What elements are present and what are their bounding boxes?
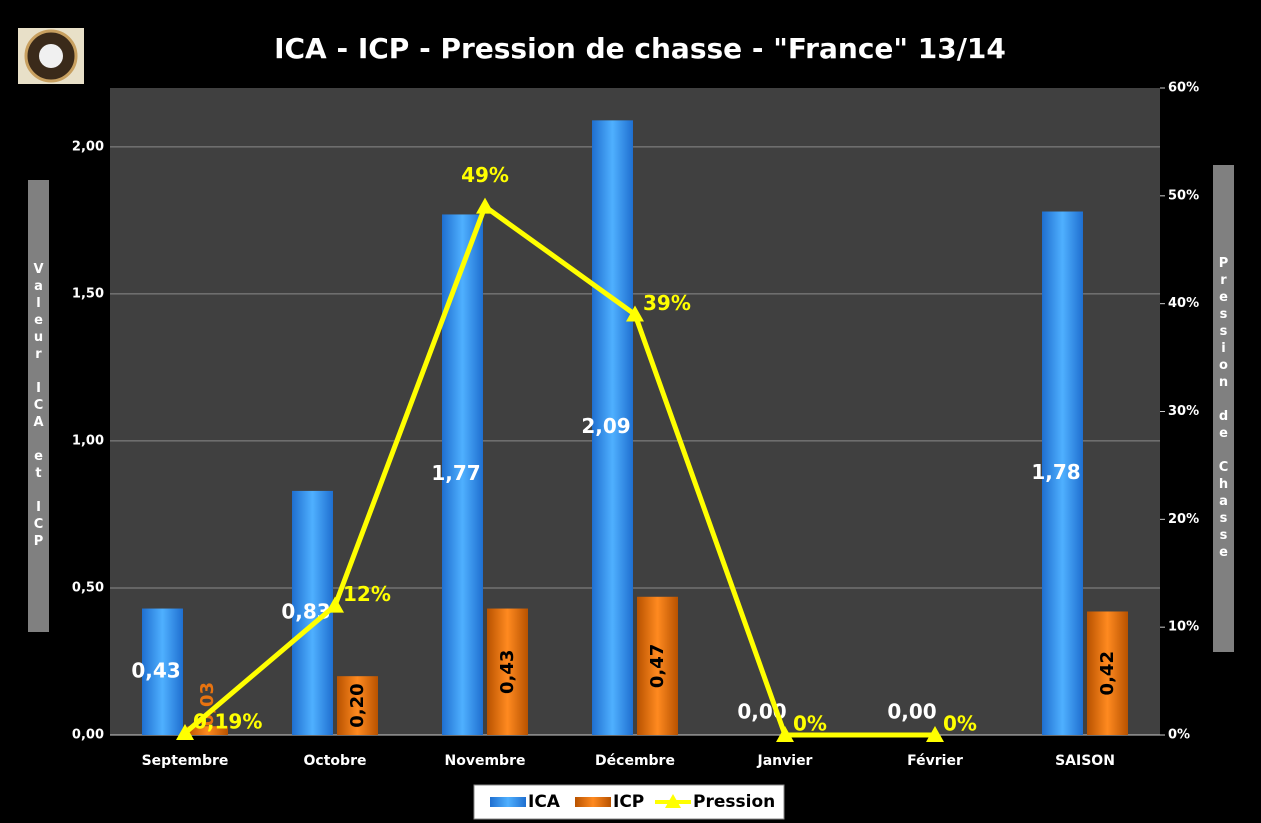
marker <box>476 197 494 214</box>
x-tick-label: Septembre <box>142 753 229 769</box>
x-tick-label: Février <box>907 753 963 769</box>
y-tick-label: 2,00 <box>72 139 104 154</box>
chart-title: ICA - ICP - Pression de chasse - "France… <box>274 32 1006 65</box>
bar <box>1087 611 1128 735</box>
legend-label: Pression <box>693 792 775 812</box>
bar <box>1042 211 1083 735</box>
data-label: 2,09 <box>581 414 630 438</box>
legend-swatch <box>665 794 681 808</box>
marker <box>626 305 644 322</box>
y-tick-label: 1,50 <box>72 286 104 301</box>
bar <box>637 596 678 735</box>
x-tick-label: Janvier <box>757 753 813 769</box>
bar <box>187 726 228 735</box>
y2-tick-label: 50% <box>1168 188 1199 203</box>
y2-tick-label: 30% <box>1168 404 1199 419</box>
marker <box>926 726 944 742</box>
data-label: 1,78 <box>1031 460 1080 484</box>
marker <box>776 726 794 742</box>
data-label: 49% <box>461 163 509 187</box>
y-tick-label: 0,50 <box>72 580 104 595</box>
x-tick-label: Octobre <box>304 753 367 769</box>
marker <box>176 723 194 740</box>
logo <box>18 28 84 84</box>
data-label: 0,43 <box>131 658 180 682</box>
data-label: 39% <box>643 291 691 315</box>
data-label: 12% <box>343 582 391 606</box>
data-label: 0,47 <box>647 644 668 688</box>
y2-tick-label: 20% <box>1168 512 1199 527</box>
x-tick-label: Novembre <box>445 753 526 769</box>
y-tick-label: 0,00 <box>72 728 104 743</box>
y-axis-title: Valeur ICA et ICP <box>28 180 49 632</box>
x-tick-label: SAISON <box>1055 753 1115 769</box>
data-label: 0% <box>793 712 827 736</box>
y2-axis-title: Pression de Chasse <box>1213 165 1234 652</box>
data-label: 0,00 <box>887 700 936 724</box>
bar <box>142 608 183 735</box>
y2-tick-label: 0% <box>1168 728 1190 743</box>
data-label: 0% <box>943 712 977 736</box>
x-tick-label: Décembre <box>595 753 675 769</box>
bar <box>487 608 528 735</box>
y2-tick-label: 60% <box>1168 81 1199 96</box>
marker <box>326 596 344 613</box>
legend-swatch <box>490 797 526 807</box>
y-tick-label: 1,00 <box>72 433 104 448</box>
data-label: 0,43 <box>497 650 518 694</box>
data-label: 0,42 <box>1097 651 1118 695</box>
data-label: 0,20 <box>347 683 368 727</box>
data-label: 0,19% <box>193 709 262 733</box>
legend-label: ICP <box>613 792 644 812</box>
legend-swatch <box>575 797 611 807</box>
y2-tick-label: 10% <box>1168 620 1199 635</box>
bar <box>337 676 378 735</box>
plot-area <box>110 88 1160 735</box>
legend-label: ICA <box>528 792 561 812</box>
line <box>183 202 935 738</box>
data-label: 0,83 <box>281 599 330 623</box>
data-label: 1,77 <box>431 461 480 485</box>
bar <box>592 120 633 736</box>
y2-tick-label: 40% <box>1168 296 1199 311</box>
